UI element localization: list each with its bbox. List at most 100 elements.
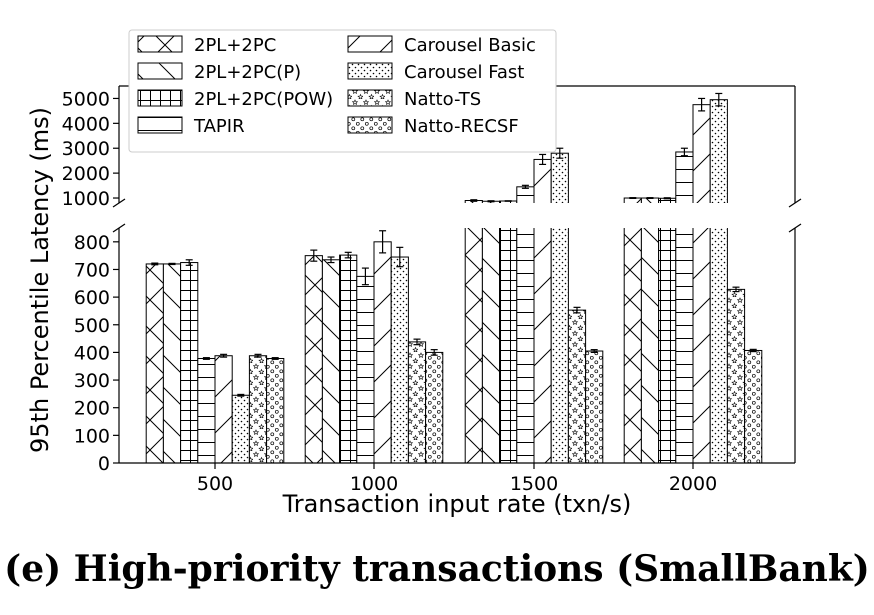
legend-swatch (137, 62, 183, 80)
y-tick-label: 3000 (62, 138, 110, 160)
error-bar (168, 262, 176, 266)
legend-label: 2PL+2PC (194, 35, 276, 56)
bar-upper-carousel-fast-2000 (709, 99, 728, 203)
bar-lower-2pl-2pc-p--500 (162, 263, 182, 464)
error-bar (327, 256, 335, 264)
error-bar (715, 92, 723, 107)
error-bar (185, 259, 193, 266)
legend: 2PL+2PC 2PL+2PC(P) 2PL+2PC(POW) TAPIR Carous… (128, 29, 557, 153)
bar-lower-carousel-fast-500 (231, 394, 250, 464)
bar-lower-natto-ts-1500 (567, 309, 587, 464)
error-bar (646, 197, 654, 199)
error-bar (237, 393, 245, 397)
bar-lower-natto-recsf-500 (266, 357, 285, 464)
legend-entry: Natto-TS (347, 89, 481, 110)
error-bar (220, 353, 228, 358)
y-tick-label: 1000 (62, 188, 110, 210)
bar-upper-carousel-basic-1500 (533, 158, 552, 203)
legend-label: Carousel Basic (404, 35, 536, 56)
x-tick-label: 2000 (669, 473, 717, 495)
legend-label: Natto-TS (404, 89, 481, 110)
legend-entry: 2PL+2PC(P) (137, 62, 301, 83)
error-bar (344, 251, 352, 259)
error-bar (590, 349, 598, 354)
bar-lower-2pl-2pc-pow--1000 (339, 254, 358, 464)
bar-lower-2pl-2pc-pow--1500 (499, 228, 518, 464)
error-bar (732, 286, 740, 293)
y-tick-label: 700 (74, 259, 110, 281)
bar-lower-carousel-fast-1000 (390, 256, 409, 464)
bar-lower-2pl-2pc-p--1000 (321, 259, 341, 464)
bar-lower-carousel-basic-2000 (692, 228, 711, 464)
bar-upper-tapir-1500 (516, 186, 535, 203)
bar-lower-2pl-2pc-p--1500 (481, 228, 501, 464)
error-bar (573, 306, 581, 314)
bar-lower-2pl-2pc-2000 (623, 228, 642, 464)
error-bar (749, 348, 757, 353)
legend-swatch (137, 89, 183, 107)
error-bar (271, 357, 279, 360)
axis-break-marks (112, 198, 802, 233)
latency-bar-chart: 1000 2000 3000 4000 5000 0 100 200 300 400 500 600… (26, 29, 802, 518)
y-tick-label: 0 (98, 453, 110, 475)
legend-label: 2PL+2PC(P) (194, 62, 301, 83)
bar-lower-tapir-500 (197, 357, 216, 464)
legend-label: TAPIR (193, 116, 245, 137)
y-axis-label: 95th Percentile Latency (ms) (26, 107, 54, 453)
bar-upper-2pl-2pc-2000 (623, 197, 642, 203)
y-tick-label: 800 (74, 232, 110, 254)
legend-entry: Carousel Basic (347, 35, 536, 56)
break-mark (112, 198, 126, 208)
y-tick-label: 600 (74, 287, 110, 309)
legend-entry: Natto-RECSF (347, 116, 519, 137)
bar-lower-tapir-1000 (356, 275, 375, 464)
bar-lower-2pl-2pc-500 (145, 263, 164, 464)
bar-lower-carousel-fast-1500 (550, 228, 569, 464)
break-mark (788, 223, 802, 233)
y-tick-label: 2000 (62, 163, 110, 185)
bar-lower-2pl-2pc-pow--2000 (658, 228, 677, 464)
legend-entry: 2PL+2PC (137, 35, 276, 56)
error-bar (430, 349, 438, 356)
error-bar (629, 197, 637, 199)
error-bar (254, 353, 262, 358)
bar-upper-carousel-basic-2000 (692, 104, 711, 203)
bar-lower-2pl-2pc-1500 (464, 228, 483, 464)
legend-label: Carousel Fast (404, 62, 524, 83)
bar-lower-natto-ts-500 (248, 355, 268, 464)
error-bar (413, 338, 421, 346)
error-bar (202, 357, 210, 360)
error-bar (539, 153, 547, 166)
x-tick-label: 1000 (350, 473, 398, 495)
y-tick-label: 100 (74, 425, 110, 447)
y-tick-label: 300 (74, 370, 110, 392)
bar-lower-tapir-1500 (516, 228, 535, 464)
bar-lower-natto-recsf-1000 (425, 351, 444, 464)
legend-swatch (347, 62, 393, 80)
error-bar (361, 267, 369, 286)
bar-upper-2pl-2pc-p--2000 (640, 197, 660, 203)
bar-lower-natto-ts-2000 (726, 288, 746, 464)
legend-entry: Carousel Fast (347, 62, 524, 83)
error-bar (151, 262, 159, 266)
error-bar (487, 200, 495, 203)
bar-lower-carousel-basic-500 (214, 355, 233, 464)
y-tick-label: 500 (74, 315, 110, 337)
error-bar (663, 197, 671, 200)
legend-swatch (347, 116, 393, 134)
y-tick-label: 5000 (62, 88, 110, 110)
error-bar (680, 147, 688, 157)
bar-lower-natto-ts-1000 (407, 341, 427, 464)
error-bar (310, 249, 318, 262)
legend-label: Natto-RECSF (404, 116, 519, 137)
bar-lower-2pl-2pc-1000 (304, 255, 323, 464)
legend-entry: 2PL+2PC(POW) (137, 89, 333, 110)
x-axis-label: Transaction input rate (txn/s) (282, 490, 632, 518)
bar-lower-2pl-2pc-p--2000 (640, 228, 660, 464)
figure-caption: (e) High-priority transactions (SmallBan… (4, 548, 870, 590)
bar-lower-carousel-basic-1000 (373, 241, 392, 464)
bar-lower-tapir-2000 (675, 228, 694, 464)
break-mark (788, 198, 802, 208)
error-bar (556, 147, 564, 159)
error-bar (470, 199, 478, 202)
